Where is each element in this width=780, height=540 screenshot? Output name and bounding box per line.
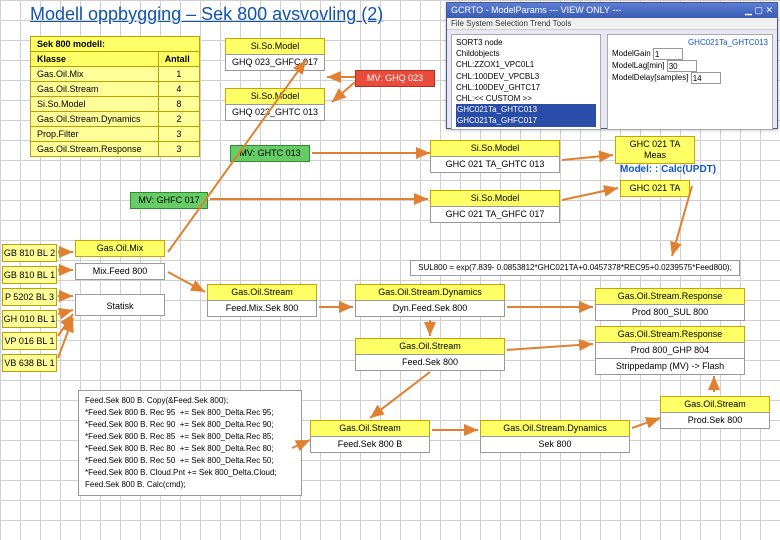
- modeldelay-input[interactable]: [691, 72, 721, 84]
- gas-oil-stream-dynamics-1: Gas.Oil.Stream.Dynamics: [355, 284, 505, 301]
- gas-oil-stream-response-2: Gas.Oil.Stream.Response: [595, 326, 745, 343]
- gas-oil-stream-1: Gas.Oil.Stream: [207, 284, 317, 301]
- table-caption: Sek 800 modell:: [30, 36, 200, 51]
- prod800-ghp804: Prod 800_GHP 804: [595, 342, 745, 359]
- sort3-label: SORT3 node: [456, 37, 596, 48]
- siso-model-1-sub: GHQ 023_GHFC 017: [225, 54, 325, 71]
- list-item[interactable]: CHL:100DEV_VPCBL3: [456, 71, 596, 82]
- sidebar-item: GB 810 BL 1: [2, 266, 57, 284]
- sidebar-item: GB 810 BL 2: [2, 244, 57, 262]
- sidebar-item: GH 010 BL 1: [2, 310, 57, 328]
- childobjects-label: Childobjects: [456, 48, 596, 59]
- mv-ghfc017: MV: GHFC 017: [130, 192, 208, 209]
- gas-oil-mix: Gas.Oil.Mix: [75, 240, 165, 257]
- window-title: GCRTO - ModelParams --- VIEW ONLY ---: [451, 5, 621, 16]
- row-label: GHC021Ta_GHTC013: [612, 37, 768, 48]
- gas-oil-stream-3: Gas.Oil.Stream: [310, 420, 430, 437]
- list-item[interactable]: CHL:100DEV_GHTC17: [456, 82, 596, 93]
- list-item[interactable]: CHL:<< CUSTOM >>: [456, 93, 596, 104]
- strippedamp-flash: Strippedamp (MV) -> Flash: [595, 358, 745, 375]
- ghc021ta-meas: GHC 021 TA Meas: [615, 136, 695, 164]
- sek800: Sek 800: [480, 436, 630, 453]
- app-window: GCRTO - ModelParams --- VIEW ONLY --- ▁ …: [446, 2, 778, 129]
- feed-sek800b: Feed.Sek 800 B: [310, 436, 430, 453]
- siso-model-3-sub: GHC 021 TA_GHTC 013: [430, 156, 560, 173]
- feed-sek800: Feed.Sek 800: [355, 354, 505, 371]
- table-row: Gas.Oil.Stream.Response3: [31, 142, 200, 157]
- window-menubar[interactable]: File System Selection Trend Tools: [447, 18, 777, 30]
- modelgain-label: ModelGain: [612, 49, 651, 58]
- mix-feed-800: Mix.Feed 800: [75, 263, 165, 280]
- table-row: Si.So.Model8: [31, 97, 200, 112]
- modellag-label: ModelLag[min]: [612, 61, 664, 70]
- col-antall: Antall: [158, 52, 199, 67]
- gas-oil-stream-response-1: Gas.Oil.Stream.Response: [595, 288, 745, 305]
- prod-sek800: Prod.Sek 800: [660, 412, 770, 429]
- page-title: Modell oppbygging – Sek 800 avsvovling (…: [30, 4, 383, 25]
- code-block: Feed.Sek 800 B. Copy(&Feed.Sek 800); *Fe…: [78, 390, 302, 496]
- model-calc-label: Model: : Calc(UPDT): [620, 164, 716, 175]
- window-titlebar: GCRTO - ModelParams --- VIEW ONLY --- ▁ …: [447, 3, 777, 18]
- table-row: Gas.Oil.Stream.Dynamics2: [31, 112, 200, 127]
- mv-ghtc013: MV: GHTC 013: [230, 145, 310, 162]
- sul-formula: SUL800 = exp(7.839- 0.0853812*GHC021TA+0…: [410, 260, 740, 276]
- sidebar-item: VP 016 BL 1: [2, 332, 57, 350]
- gas-oil-stream-4: Gas.Oil.Stream: [660, 396, 770, 413]
- siso-model-2: Si.So.Model: [225, 88, 325, 105]
- modeldelay-label: ModelDelay[samples]: [612, 73, 688, 82]
- sidebar-item: P 5202 BL 3: [2, 288, 57, 306]
- list-selected-2[interactable]: GHC021Ta_GHFC017: [456, 115, 596, 126]
- gas-oil-stream-2: Gas.Oil.Stream: [355, 338, 505, 355]
- ghc021ta: GHC 021 TA: [620, 180, 690, 197]
- mv-ghq023: MV: GHQ 023: [355, 70, 435, 87]
- table-row: Gas.Oil.Stream4: [31, 82, 200, 97]
- siso-model-4: Si.So.Model: [430, 190, 560, 207]
- siso-model-1: Si.So.Model: [225, 38, 325, 55]
- list-selected-1[interactable]: GHC021Ta_GHTC013: [456, 104, 596, 115]
- siso-model-2-sub: GHQ 023_GHTC 013: [225, 104, 325, 121]
- siso-model-4-sub: GHC 021 TA_GHFC 017: [430, 206, 560, 223]
- dyn-feed-sek800: Dyn.Feed.Sek 800: [355, 300, 505, 317]
- gas-oil-stream-dynamics-2: Gas.Oil.Stream.Dynamics: [480, 420, 630, 437]
- siso-model-3: Si.So.Model: [430, 140, 560, 157]
- modelgain-input[interactable]: [653, 48, 683, 60]
- window-controls[interactable]: ▁ ▢ ✕: [745, 5, 773, 16]
- class-count-table: Sek 800 modell: Klasse Antall Gas.Oil.Mi…: [30, 36, 200, 157]
- modellag-input[interactable]: [667, 60, 697, 72]
- table-row: Prop.Filter3: [31, 127, 200, 142]
- table-row: Gas.Oil.Mix1: [31, 67, 200, 82]
- statisk: Statisk: [75, 294, 165, 316]
- sidebar-item: VB 638 BL 1: [2, 354, 57, 372]
- feed-mix-sek800: Feed.Mix.Sek 800: [207, 300, 317, 317]
- prod800-sul800: Prod 800_SUL 800: [595, 304, 745, 321]
- col-klasse: Klasse: [31, 52, 159, 67]
- sidebar: GB 810 BL 2 GB 810 BL 1 P 5202 BL 3 GH 010 …: [2, 244, 57, 376]
- list-item[interactable]: CHL:ZZOX1_VPC0L1: [456, 59, 596, 70]
